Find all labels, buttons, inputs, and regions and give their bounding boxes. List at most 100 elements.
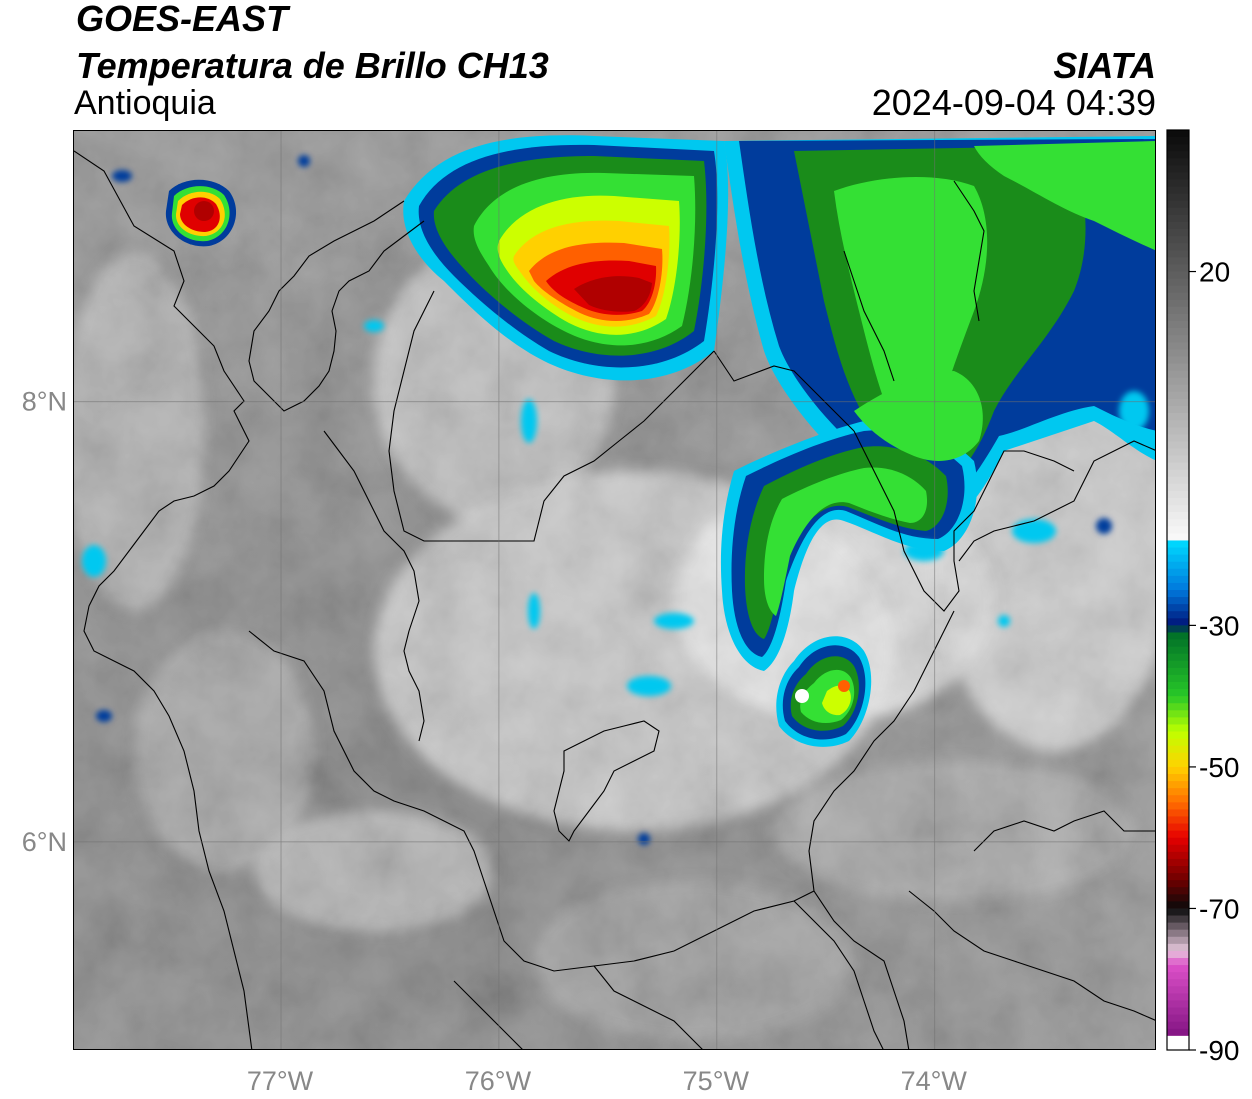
colorbar-band bbox=[1167, 986, 1189, 994]
colorbar-band bbox=[1167, 568, 1189, 577]
colorbar-band bbox=[1167, 434, 1189, 442]
colorbar-band bbox=[1167, 639, 1189, 648]
colorbar-band bbox=[1167, 611, 1189, 619]
colorbar-band bbox=[1167, 476, 1189, 485]
colorbar-band bbox=[1167, 229, 1189, 237]
region-label: Antioquia bbox=[74, 84, 216, 122]
colorbar-band bbox=[1167, 207, 1189, 216]
colorbar-band bbox=[1167, 321, 1189, 329]
colorbar-band bbox=[1167, 384, 1189, 393]
colorbar-band bbox=[1167, 667, 1189, 676]
coastline-pacific-border bbox=[74, 150, 253, 1049]
colorbar-band bbox=[1167, 597, 1189, 605]
title-product: Temperatura de Brillo CH13 bbox=[76, 45, 549, 86]
colorbar-ticks: 20 -30 -50 -70 -90 bbox=[1189, 257, 1239, 1066]
colorbar-band bbox=[1167, 292, 1189, 301]
colorbar-band bbox=[1167, 660, 1189, 669]
colorbar-band bbox=[1167, 278, 1189, 287]
colorbar-band bbox=[1167, 342, 1189, 350]
colorbar-band bbox=[1167, 618, 1189, 626]
colorbar-band bbox=[1167, 788, 1189, 796]
colorbar-band bbox=[1167, 271, 1189, 280]
colorbar-band bbox=[1167, 724, 1189, 732]
colorbar-band bbox=[1167, 936, 1189, 945]
colorbar-band bbox=[1167, 922, 1189, 931]
satellite-map bbox=[73, 130, 1156, 1050]
colorbar-band bbox=[1167, 540, 1189, 548]
colorbar-band bbox=[1167, 448, 1189, 456]
colorbar-band bbox=[1167, 469, 1189, 478]
colorbar-band bbox=[1167, 130, 1189, 138]
colorbar-band bbox=[1167, 165, 1189, 173]
colorbar-band bbox=[1167, 250, 1189, 258]
colorbar-band bbox=[1167, 774, 1189, 782]
colorbar-band bbox=[1167, 243, 1189, 251]
colorbar-band bbox=[1167, 144, 1189, 152]
colorbar-band bbox=[1167, 193, 1189, 202]
colorbar-band bbox=[1167, 533, 1189, 541]
colorbar-band bbox=[1167, 406, 1189, 414]
lon-tick-label: 77°W bbox=[247, 1066, 314, 1096]
colorbar-band bbox=[1167, 314, 1189, 322]
boundary-south-3 bbox=[793, 900, 884, 1049]
colorbar-band bbox=[1167, 335, 1189, 343]
colorbar-band bbox=[1167, 186, 1189, 195]
colorbar-band bbox=[1167, 222, 1189, 230]
boundary-santander bbox=[853, 430, 1075, 612]
colorbar-band bbox=[1167, 1007, 1189, 1016]
colorbar-band bbox=[1167, 851, 1189, 860]
lat-tick-label: 8°N bbox=[22, 387, 67, 417]
colorbar-band bbox=[1167, 866, 1189, 874]
colorbar-band bbox=[1167, 632, 1189, 640]
colorbar-band bbox=[1167, 929, 1189, 938]
colorbar-band bbox=[1167, 236, 1189, 244]
boundary-valle-aburra bbox=[553, 720, 660, 842]
colorbar-band bbox=[1167, 561, 1189, 570]
lon-tick-label: 76°W bbox=[465, 1066, 532, 1096]
colorbar-band bbox=[1167, 554, 1189, 563]
boundary-northeast bbox=[953, 180, 985, 322]
colorbar-band bbox=[1167, 391, 1189, 400]
colorbar-band bbox=[1167, 455, 1189, 464]
colorbar-band bbox=[1167, 179, 1189, 188]
colorbar-band bbox=[1167, 717, 1189, 725]
colorbar-band bbox=[1167, 823, 1189, 832]
longitude-ticks: 77°W 76°W 75°W 74°W bbox=[247, 1066, 968, 1096]
colorbar-band bbox=[1167, 498, 1189, 506]
colorbar-band bbox=[1167, 172, 1189, 180]
colorbar-band bbox=[1167, 519, 1189, 527]
colorbar-band bbox=[1167, 965, 1189, 973]
colorbar-band bbox=[1167, 349, 1189, 357]
colorbar-band bbox=[1167, 420, 1189, 428]
colorbar-band bbox=[1167, 731, 1189, 740]
colorbar-band bbox=[1167, 590, 1189, 598]
colorbar-band bbox=[1167, 413, 1189, 421]
boundary-caldas-risaralda bbox=[248, 630, 815, 972]
colorbar-band bbox=[1167, 604, 1189, 612]
colorbar-band bbox=[1167, 1014, 1189, 1023]
colorbar-band bbox=[1167, 958, 1189, 966]
colorbar-frame bbox=[1166, 129, 1190, 1051]
colorbar-band bbox=[1167, 674, 1189, 683]
storm-northeast-band bbox=[724, 136, 1155, 526]
coastline-uraba bbox=[248, 200, 425, 412]
colorbar-bands bbox=[1167, 130, 1189, 1051]
colorbar-band bbox=[1167, 795, 1189, 803]
boundary-south-2 bbox=[593, 965, 703, 1049]
boundary-cordoba bbox=[388, 290, 715, 542]
boundary-south-1 bbox=[453, 980, 523, 1049]
colorbar-band bbox=[1167, 137, 1189, 145]
boundary-east-2 bbox=[908, 890, 1155, 1021]
colorbar-band bbox=[1167, 979, 1189, 987]
colorbar-band bbox=[1167, 625, 1189, 633]
colorbar-band bbox=[1167, 490, 1189, 499]
colorbar-band bbox=[1167, 363, 1189, 372]
colorbar-band bbox=[1167, 689, 1189, 697]
colorbar-band bbox=[1167, 483, 1189, 492]
storm-eastern-arc bbox=[720, 371, 983, 671]
storm-isolated-southeast bbox=[776, 636, 872, 747]
colorbar-tick-label: -90 bbox=[1199, 1035, 1239, 1066]
latitude-ticks: 8°N 6°N bbox=[22, 387, 67, 857]
colorbar-band bbox=[1167, 738, 1189, 747]
colorbar-band bbox=[1167, 505, 1189, 513]
